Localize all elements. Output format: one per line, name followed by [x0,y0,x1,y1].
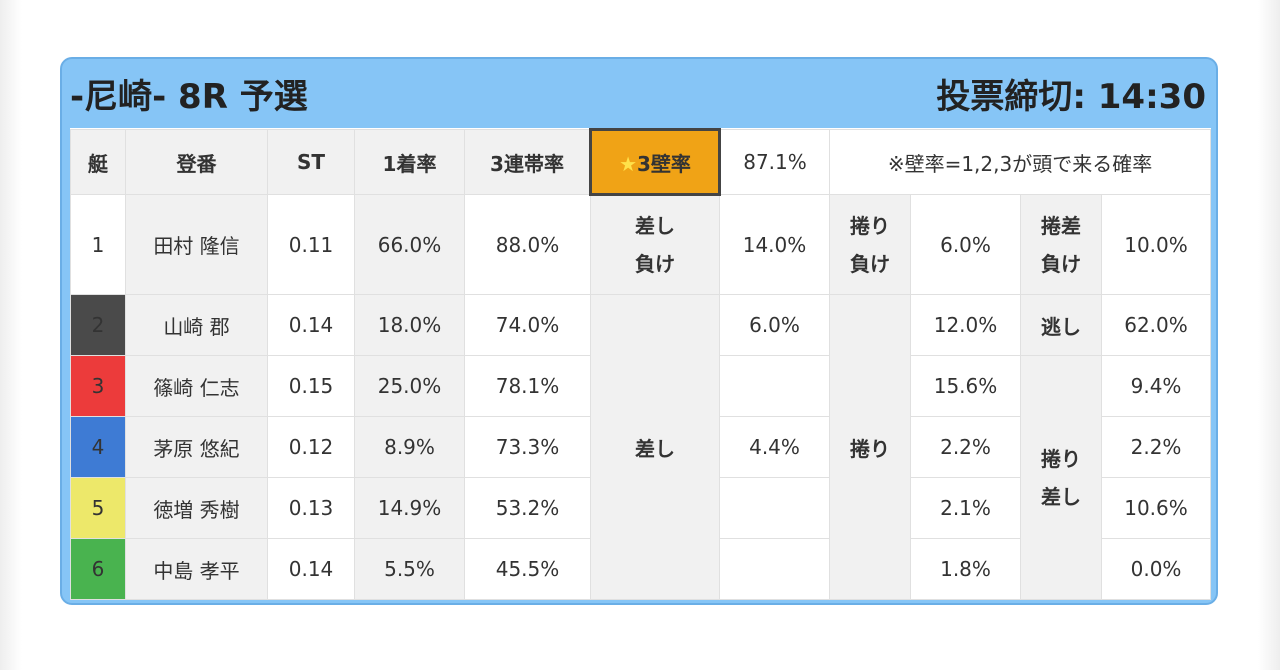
makuri-value-3: 15.6% [910,355,1021,417]
makurisashi-value-6: 0.0% [1100,538,1212,600]
makuri-value-4: 2.2% [910,416,1021,478]
racer-row-3: 3 篠崎 仁志 0.15 25.0% 78.1% 15.6% 捲り 差し 9.4% [70,355,1212,600]
nige-value: 62.0% [1100,294,1212,356]
makuri-label: 捲り [829,294,911,600]
makuri-make-value: 6.0% [910,194,1021,295]
sashi-value-2: 6.0% [719,294,830,356]
right-shadow [1258,0,1280,670]
sashi-value-3 [719,355,830,417]
nige-label: 逃し [1020,294,1102,356]
makurisashi-value-3: 9.4% [1100,355,1212,417]
racer-win-rate: 8.9% [354,416,465,478]
sashi-value-4: 4.4% [719,416,830,478]
wall-rate-note: ※壁率=1,2,3が頭で来る確率 [828,129,1212,195]
makurisashi-label: 捲り 差し [1020,355,1102,600]
racer-st: 0.15 [267,355,355,417]
racer-row-6: 6 中島 孝平 0.14 5.5% 45.5% 1.8% 0.0% [70,538,1212,600]
race-card: -尼崎- 8R 予選 投票締切: 14:30 艇 登番 ST 1着率 3連帯率 … [60,57,1218,605]
makuri-value-2: 12.0% [910,294,1021,356]
makuri-value-6: 1.8% [910,538,1021,600]
racer-st: 0.11 [267,194,355,295]
wall-rate-value: 87.1% [719,129,830,195]
star-icon: ★ [619,151,637,176]
racer-name: 茅原 悠紀 [125,416,268,478]
racer-name: 徳増 秀樹 [125,477,268,539]
boat-number-3: 3 [70,355,126,417]
boat-number-4: 4 [70,416,126,478]
racer-win-rate: 66.0% [354,194,465,295]
racer-top3-rate: 78.1% [464,355,591,417]
racer-row-5: 5 徳増 秀樹 0.13 14.9% 53.2% 2.1% 10.6% [70,477,1212,539]
racer-top3-rate: 88.0% [464,194,591,295]
col-boat: 艇 [70,129,126,195]
sashi-value-6 [719,538,830,600]
racer-row-1: 1 田村 隆信 0.11 66.0% 88.0% 差し 負け 14.0% 捲り 負け… [70,194,1212,295]
boat-number-5: 5 [70,477,126,539]
racer-name: 中島 孝平 [125,538,268,600]
racer-top3-rate: 53.2% [464,477,591,539]
racer-win-rate: 5.5% [354,538,465,600]
racer-name: 山崎 郡 [125,294,268,356]
col-st: ST [267,129,355,195]
sashi-label: 差し [590,294,720,600]
racer-top3-rate: 74.0% [464,294,591,356]
left-shadow [0,0,22,670]
makuri-value-5: 2.1% [910,477,1021,539]
race-title: -尼崎- 8R 予選 [70,77,308,117]
boat-number-2: 2 [70,294,126,356]
makuri-make-label: 捲り 負け [829,194,911,295]
header-row: 艇 登番 ST 1着率 3連帯率 ★3壁率 87.1% ※壁率=1,2,3が頭で… [70,128,1212,196]
makurisashi-make-value: 10.0% [1100,194,1212,295]
racer-top3-rate: 45.5% [464,538,591,600]
col-reg: 登番 [125,129,268,195]
racer-name: 田村 隆信 [125,194,268,295]
sashi-make-value: 14.0% [719,194,830,295]
racer-row-2: 2 山崎 郡 0.14 18.0% 74.0% 差し 6.0% 捲り 12.0%… [70,294,1212,600]
racer-win-rate: 18.0% [354,294,465,356]
vote-deadline: 投票締切: 14:30 [936,77,1206,117]
col-top3-rate: 3連帯率 [464,129,591,195]
racer-row-4: 4 茅原 悠紀 0.12 8.9% 73.3% 4.4% 2.2% 2.2% [70,416,1212,478]
racer-top3-rate: 73.3% [464,416,591,478]
makurisashi-value-4: 2.2% [1100,416,1212,478]
racer-st: 0.14 [267,538,355,600]
boat-number-6: 6 [70,538,126,600]
wall-rate-label: 3壁率 [637,151,691,176]
racer-st: 0.14 [267,294,355,356]
racer-st: 0.13 [267,477,355,539]
sashi-value-5 [719,477,830,539]
race-table: 艇 登番 ST 1着率 3連帯率 ★3壁率 87.1% ※壁率=1,2,3が頭で… [70,128,1212,600]
col-win-rate: 1着率 [354,129,465,195]
racer-st: 0.12 [267,416,355,478]
racer-win-rate: 14.9% [354,477,465,539]
racer-win-rate: 25.0% [354,355,465,417]
racer-name: 篠崎 仁志 [125,355,268,417]
makurisashi-make-label: 捲差 負け [1020,194,1102,295]
sashi-make-label: 差し 負け [590,194,720,295]
wall-rate-header: ★3壁率 [589,128,721,196]
makurisashi-value-5: 10.6% [1100,477,1212,539]
boat-number-1: 1 [70,194,126,295]
